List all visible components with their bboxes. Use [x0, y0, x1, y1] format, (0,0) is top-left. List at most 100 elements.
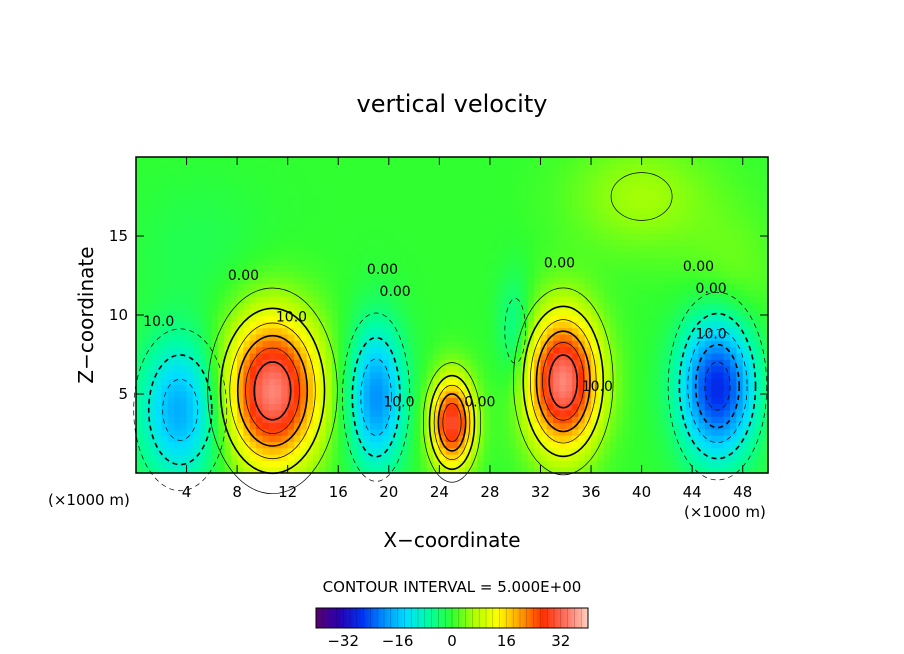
heatmap-cell	[262, 201, 270, 209]
heatmap-cell	[553, 201, 561, 209]
heatmap-cell	[508, 428, 516, 436]
heatmap-cell	[628, 258, 636, 266]
heatmap-cell	[660, 378, 668, 386]
heatmap-cell	[275, 346, 282, 354]
heatmap-cell	[294, 435, 301, 442]
heatmap-cell	[237, 226, 245, 234]
heatmap-cell	[628, 321, 636, 329]
heatmap-cell	[578, 157, 586, 164]
heatmap-cell	[287, 352, 295, 360]
heatmap-cell	[515, 435, 523, 442]
heatmap-cell	[534, 283, 542, 291]
heatmap-cell	[685, 384, 693, 392]
heatmap-cell	[180, 175, 188, 183]
heatmap-cell	[312, 371, 320, 379]
heatmap-cell	[300, 460, 308, 468]
heatmap-cell	[136, 302, 143, 310]
heatmap-cell	[540, 296, 548, 303]
heatmap-cell	[578, 289, 586, 297]
heatmap-cell	[521, 207, 529, 215]
heatmap-cell	[148, 315, 156, 322]
heatmap-cell	[142, 371, 150, 379]
heatmap-cell	[331, 466, 339, 474]
heatmap-cell	[521, 213, 529, 221]
heatmap-cell	[420, 390, 428, 398]
heatmap-cell	[420, 447, 428, 455]
heatmap-cell	[192, 270, 200, 278]
heatmap-cell	[230, 169, 238, 177]
heatmap-cell	[597, 169, 605, 177]
heatmap-cell	[275, 333, 282, 341]
heatmap-cell	[205, 447, 213, 455]
heatmap-cell	[685, 289, 693, 297]
heatmap-cell	[369, 315, 377, 322]
heatmap-cell	[559, 175, 567, 183]
heatmap-cell	[603, 289, 611, 297]
heatmap-cell	[698, 390, 706, 398]
heatmap-cell	[584, 163, 592, 171]
heatmap-cell	[344, 384, 352, 392]
heatmap-cell	[483, 264, 491, 272]
heatmap-cell	[369, 327, 377, 335]
heatmap-cell	[445, 352, 453, 360]
heatmap-cell	[350, 239, 358, 247]
heatmap-cell	[698, 321, 706, 329]
heatmap-cell	[199, 315, 207, 322]
heatmap-cell	[553, 308, 561, 316]
heatmap-cell	[281, 333, 289, 341]
heatmap-cell	[180, 277, 188, 284]
heatmap-cell	[559, 359, 567, 367]
heatmap-cell	[483, 251, 491, 259]
heatmap-cell	[154, 441, 162, 449]
heatmap-cell	[452, 258, 459, 266]
heatmap-cell	[376, 213, 384, 221]
heatmap-cell	[161, 289, 169, 297]
heatmap-cell	[610, 270, 617, 278]
heatmap-cell	[502, 359, 510, 367]
heatmap-cell	[458, 466, 466, 474]
heatmap-cell	[186, 359, 194, 367]
heatmap-cell	[534, 277, 542, 284]
heatmap-cell	[508, 371, 516, 379]
heatmap-cell	[243, 416, 251, 424]
heatmap-cell	[148, 416, 156, 424]
heatmap-cell	[628, 460, 636, 468]
heatmap-cell	[180, 251, 188, 259]
heatmap-cell	[508, 201, 516, 209]
heatmap-cell	[180, 390, 188, 398]
heatmap-cell	[306, 422, 314, 430]
heatmap-cell	[331, 283, 339, 291]
heatmap-cell	[275, 466, 282, 474]
heatmap-cell	[452, 226, 459, 234]
heatmap-cell	[464, 352, 472, 360]
heatmap-cell	[439, 327, 447, 335]
heatmap-cell	[338, 441, 346, 449]
heatmap-cell	[439, 435, 447, 442]
heatmap-cell	[363, 239, 371, 247]
heatmap-cell	[578, 245, 586, 253]
heatmap-cell	[496, 359, 504, 367]
heatmap-cell	[363, 302, 371, 310]
heatmap-cell	[294, 346, 301, 354]
heatmap-cell	[540, 384, 548, 392]
heatmap-cell	[338, 182, 346, 190]
heatmap-cell	[496, 283, 504, 291]
heatmap-cell	[439, 163, 447, 171]
heatmap-cell	[249, 296, 257, 303]
heatmap-cell	[376, 289, 384, 297]
heatmap-cell	[666, 207, 674, 215]
heatmap-cell	[161, 194, 169, 202]
heatmap-cell	[603, 220, 611, 228]
heatmap-cell	[597, 283, 605, 291]
heatmap-cell	[489, 264, 497, 272]
heatmap-cell	[559, 220, 567, 228]
heatmap-cell	[647, 365, 655, 373]
heatmap-cell	[148, 321, 156, 329]
heatmap-cell	[300, 283, 308, 291]
heatmap-cell	[666, 226, 674, 234]
heatmap-cell	[186, 460, 194, 468]
heatmap-cell	[660, 270, 668, 278]
heatmap-cell	[224, 182, 232, 190]
heatmap-cell	[452, 441, 459, 449]
heatmap-cell	[281, 188, 289, 196]
